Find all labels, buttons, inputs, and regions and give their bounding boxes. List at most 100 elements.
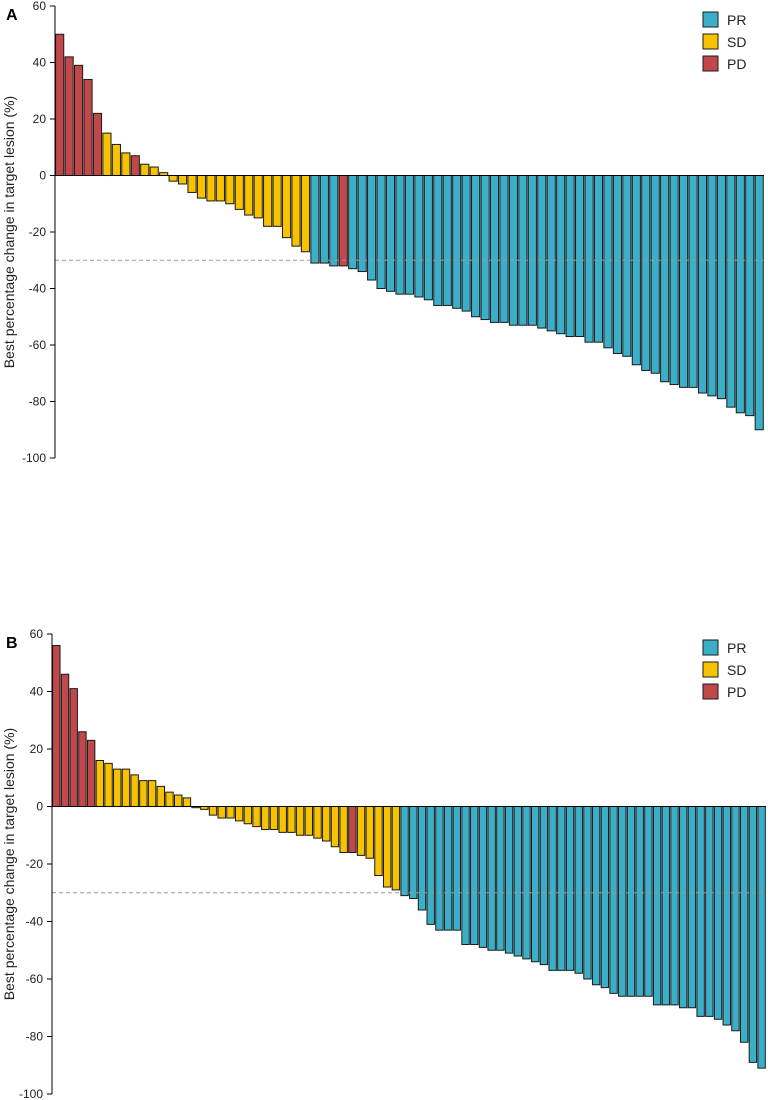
bar-38: [404, 175, 415, 295]
legend-label-pr: PR: [727, 640, 746, 656]
bar-3: [69, 688, 78, 808]
bar-54: [513, 806, 523, 957]
bar-14: [165, 791, 174, 808]
bar-8: [113, 768, 122, 808]
bar-22: [253, 175, 263, 219]
bar-23: [243, 806, 253, 825]
bar-52: [537, 175, 547, 329]
y-axis-label: Best percentage change in target lesion …: [1, 728, 17, 1000]
y-tick-label: 0: [36, 800, 43, 814]
y-tick-label: 0: [39, 169, 46, 183]
bar-39: [414, 175, 424, 298]
bar-10: [140, 163, 150, 176]
bar-49: [470, 806, 479, 945]
bar-23: [263, 175, 273, 227]
chart-panel-b: B Best percentage change in target lesion…: [0, 550, 768, 1100]
bar-34: [339, 806, 348, 853]
bar-25: [281, 175, 292, 239]
bar-5: [86, 739, 96, 808]
bar-5: [92, 112, 103, 176]
bar-1: [55, 33, 65, 176]
bar-45: [471, 175, 481, 318]
bar-19: [225, 175, 235, 205]
bar-58: [593, 175, 604, 343]
bar-53: [504, 806, 514, 954]
bar-55: [565, 175, 575, 338]
bar-38: [374, 806, 383, 876]
bar-44: [461, 175, 471, 312]
y-tick-label: -100: [19, 1087, 43, 1100]
legend-swatch-pd: [702, 55, 719, 72]
bar-9: [130, 155, 140, 177]
bar-51: [527, 175, 537, 326]
bar-72: [726, 175, 736, 408]
bar-62: [631, 175, 641, 366]
bar-45: [435, 806, 444, 931]
bar-46: [443, 806, 453, 931]
y-tick-label: -40: [26, 915, 44, 929]
y-tick-label: -20: [29, 225, 47, 239]
bar-33: [357, 175, 367, 273]
bar-50: [478, 806, 488, 948]
bar-73: [679, 806, 688, 1009]
bar-21: [226, 806, 235, 819]
bar-69: [697, 175, 708, 394]
bar-41: [433, 175, 443, 306]
bar-42: [442, 175, 452, 306]
bar-82: [757, 806, 766, 1069]
bar-26: [269, 806, 279, 830]
bar-73: [735, 175, 745, 414]
bar-65: [660, 175, 670, 383]
bar-11: [139, 780, 148, 808]
bar-59: [557, 806, 566, 971]
bar-35: [348, 806, 357, 853]
bar-2: [64, 56, 74, 176]
y-tick-label: -20: [26, 857, 44, 871]
bar-47: [452, 806, 462, 931]
bar-68: [635, 806, 644, 997]
bar-48: [461, 806, 470, 945]
bar-65: [609, 806, 618, 994]
bar-19: [208, 806, 218, 816]
legend-swatch-pr: [702, 639, 719, 656]
bar-27: [300, 175, 311, 253]
bar-68: [688, 175, 698, 388]
bar-64: [650, 175, 660, 374]
y-tick-label: -80: [29, 395, 47, 409]
bar-43: [417, 806, 427, 911]
y-tick-label: 20: [30, 742, 44, 756]
bar-13: [156, 785, 165, 808]
bar-1: [52, 645, 61, 807]
y-tick-label: -100: [22, 451, 46, 465]
bar-29: [295, 806, 305, 836]
bar-53: [546, 175, 556, 332]
bar-25: [261, 806, 270, 830]
bar-67: [679, 175, 689, 388]
bar-48: [499, 175, 509, 323]
bar-27: [278, 806, 287, 833]
bar-79: [731, 806, 740, 1032]
bar-28: [310, 175, 320, 264]
bar-4: [78, 731, 87, 807]
bar-43: [452, 175, 462, 309]
y-tick-label: 60: [33, 0, 47, 13]
bar-66: [618, 806, 627, 997]
bar-6: [95, 760, 105, 807]
bar-34: [367, 175, 377, 281]
bar-20: [217, 806, 226, 819]
y-tick-label: -80: [26, 1030, 44, 1044]
bar-63: [591, 806, 601, 986]
bar-31: [338, 175, 348, 267]
bar-66: [669, 175, 679, 386]
bar-72: [670, 806, 679, 1006]
bar-21: [244, 175, 254, 216]
legend-label-pr: PR: [727, 12, 746, 28]
waterfall-chart-a: A Best percentage change in target lesion…: [1, 0, 764, 465]
bar-24: [252, 806, 261, 828]
bar-7: [111, 143, 121, 176]
bar-4: [83, 78, 93, 176]
y-tick-label: -60: [26, 972, 44, 986]
bar-71: [661, 806, 671, 1006]
bar-54: [556, 175, 566, 335]
y-tick-label: -60: [29, 338, 47, 352]
